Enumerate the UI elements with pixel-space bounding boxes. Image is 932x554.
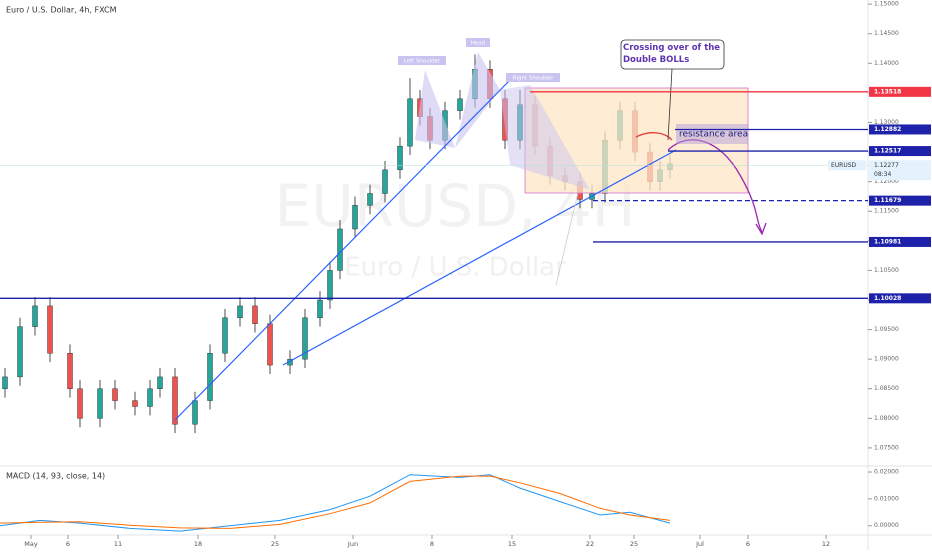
left-shoulder-shape (415, 70, 455, 148)
candle-body (2, 376, 8, 389)
y-tick-label: 1.08500 (874, 385, 899, 392)
pattern-label: Head (471, 41, 485, 47)
candle-body (407, 98, 413, 147)
level-tag (869, 195, 931, 206)
candle-body (77, 388, 83, 419)
candle-body (302, 317, 308, 360)
macd-line (0, 474, 671, 532)
x-tick-label: 11 (114, 540, 122, 548)
macd-tick-label: 0.02000 (874, 469, 899, 476)
x-tick-label: May (24, 540, 38, 548)
price-tag (869, 160, 931, 181)
callout-pointer (667, 68, 673, 141)
candle-body (67, 353, 73, 389)
level-tag (869, 293, 931, 304)
tag (506, 73, 560, 82)
candle-body (397, 145, 403, 171)
level-label: 1.10028 (874, 295, 901, 302)
candle-body (47, 305, 53, 354)
level-label: 1.12517 (874, 148, 901, 155)
tag (466, 38, 490, 47)
macd-title: MACD (14, 93, close, 14) (6, 472, 105, 481)
watermark-sub: Euro / U.S. Dollar (344, 253, 566, 283)
chart-title: Euro / U.S. Dollar, 4h, FXCM (6, 6, 117, 15)
y-tick-label: 1.14000 (874, 60, 899, 67)
level-label: 1.10981 (874, 238, 901, 245)
callout-box (620, 39, 725, 70)
y-tick-label: 1.11500 (874, 208, 899, 215)
y-tick-label: 1.14500 (874, 30, 899, 37)
x-tick-label: 22 (586, 540, 594, 548)
tag (398, 56, 446, 65)
macd-line (0, 475, 671, 529)
y-tick-label: 1.12000 (874, 178, 899, 185)
crossing-arrow (635, 132, 673, 141)
candle-body (267, 323, 273, 366)
trend-line (174, 77, 513, 421)
y-tick-label: 1.15000 (874, 1, 899, 8)
candle-body (207, 353, 213, 401)
candle-body (192, 400, 198, 425)
candle-body (97, 388, 103, 419)
pattern-label: Left Shoulder (404, 59, 441, 65)
candle-body (112, 388, 118, 401)
candle-body (237, 305, 243, 318)
y-tick-label: 1.13000 (874, 119, 899, 126)
candle-body (382, 169, 388, 194)
trend-line (282, 149, 677, 366)
y-tick-label: 1.09000 (874, 356, 899, 363)
x-tick-label: Jun (347, 540, 358, 548)
guide-line (555, 192, 579, 286)
candle-body (327, 270, 333, 301)
symbol-label: EURUSD (831, 162, 857, 169)
y-tick-label: 1.10500 (874, 267, 899, 274)
x-tick-label: 15 (508, 540, 516, 548)
candle-body (317, 299, 323, 318)
resistance-label: resistance area (679, 130, 748, 140)
callout: Crossing over of the Double BOLLs (623, 43, 721, 65)
callout-text: Crossing over of the Double BOLLs (623, 43, 721, 65)
x-tick-label: 6 (66, 540, 70, 548)
level-label: 1.13518 (874, 88, 901, 95)
projection-arrow (755, 222, 767, 236)
right-shoulder-shape (500, 85, 590, 190)
candle-body (157, 376, 163, 389)
candle-body (17, 326, 23, 378)
level-label: 1.11679 (874, 197, 901, 204)
candle-body (132, 400, 138, 407)
x-tick-label: 8 (430, 540, 434, 548)
level-tag (869, 124, 931, 135)
level-tag (869, 146, 931, 157)
y-tick-label: 1.08000 (874, 415, 899, 422)
x-tick-label: 12 (822, 540, 830, 548)
candle-body (222, 317, 228, 354)
x-tick-label: 18 (194, 540, 202, 548)
candle-body (352, 205, 358, 230)
candle-body (32, 305, 38, 327)
x-tick-label: 6 (746, 540, 750, 548)
last-price-label: 1.12277 (874, 162, 899, 169)
candle-body (337, 228, 343, 271)
candle-body (147, 388, 153, 407)
pattern-label: Right Shoulder (513, 76, 554, 82)
level-label: 1.12882 (874, 126, 901, 133)
level-tag (869, 86, 931, 97)
x-tick-label: 25 (271, 540, 279, 548)
countdown: 08:34 (874, 171, 891, 178)
level-tag (869, 236, 931, 247)
candle-body (172, 376, 178, 425)
candle-body (252, 305, 258, 324)
y-tick-label: 1.09500 (874, 326, 899, 333)
symbol-tag (828, 160, 866, 171)
macd-tick-label: 0.01000 (874, 495, 899, 502)
macd-tick-label: 0.00000 (874, 522, 899, 529)
candle-body (367, 193, 373, 206)
candle-body (457, 98, 463, 111)
x-tick-label: Jul (695, 540, 704, 548)
y-tick-label: 1.07500 (874, 444, 899, 451)
x-tick-label: 25 (630, 540, 638, 548)
